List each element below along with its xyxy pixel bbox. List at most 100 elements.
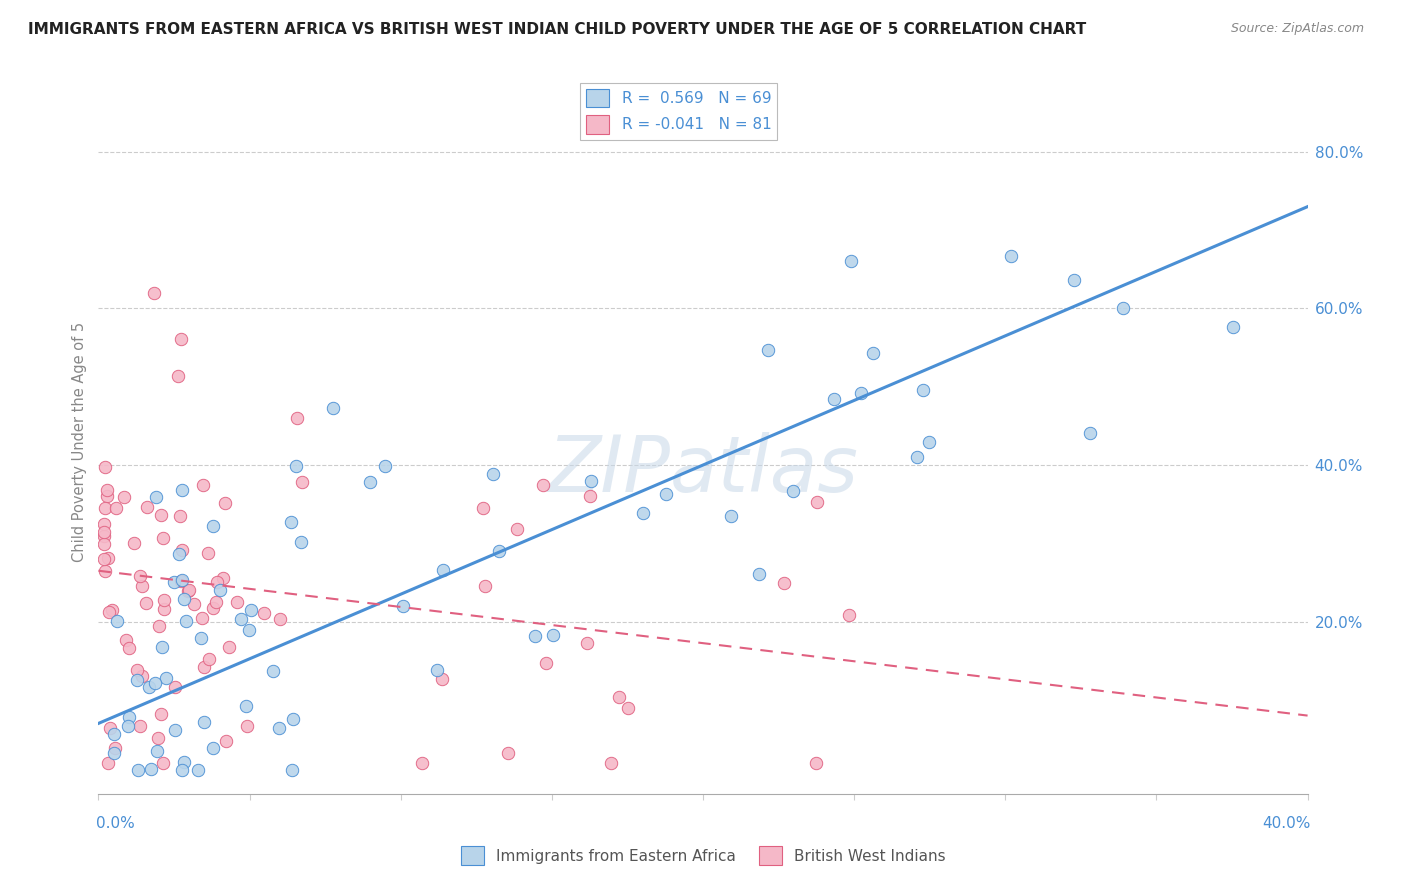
Point xyxy=(127,673,149,687)
Point xyxy=(179,583,201,598)
Point xyxy=(204,595,226,609)
Point xyxy=(322,401,344,415)
Point xyxy=(536,656,558,670)
Point xyxy=(488,544,510,558)
Point xyxy=(135,597,157,611)
Point xyxy=(129,569,152,583)
Point xyxy=(215,734,238,748)
Point xyxy=(1222,320,1244,334)
Point xyxy=(411,756,433,770)
Point xyxy=(773,576,796,591)
Point xyxy=(806,495,828,509)
Point xyxy=(280,515,302,529)
Point xyxy=(103,727,125,741)
Point xyxy=(169,508,191,523)
Point xyxy=(472,501,495,516)
Point xyxy=(170,483,193,497)
Text: ZIPatlas: ZIPatlas xyxy=(547,432,859,508)
Point xyxy=(139,762,162,776)
Point xyxy=(1078,425,1101,440)
Point xyxy=(163,680,186,694)
Point xyxy=(218,640,240,654)
Point xyxy=(267,722,290,736)
Point xyxy=(269,612,291,626)
Point xyxy=(104,741,127,756)
Point xyxy=(145,490,167,504)
Point xyxy=(481,467,503,481)
Point xyxy=(576,635,599,649)
Point xyxy=(506,522,529,536)
Text: 0.0%: 0.0% xyxy=(96,816,135,830)
Point xyxy=(97,551,120,566)
Point xyxy=(167,369,190,384)
Point xyxy=(541,628,564,642)
Point xyxy=(169,547,191,561)
Point xyxy=(152,531,174,545)
Point xyxy=(170,332,193,346)
Point xyxy=(153,593,176,607)
Point xyxy=(94,459,117,474)
Point xyxy=(183,597,205,611)
Point xyxy=(101,603,124,617)
Point xyxy=(193,715,215,730)
Legend: Immigrants from Eastern Africa, British West Indians: Immigrants from Eastern Africa, British … xyxy=(454,840,952,871)
Point xyxy=(474,579,496,593)
Point xyxy=(782,483,804,498)
Point xyxy=(193,478,215,492)
Point xyxy=(1112,301,1135,315)
Point xyxy=(104,500,127,515)
Point xyxy=(202,741,225,756)
Point xyxy=(190,611,212,625)
Point xyxy=(124,536,146,550)
Point xyxy=(720,508,742,523)
Point xyxy=(93,537,115,551)
Point xyxy=(148,618,170,632)
Point xyxy=(654,486,676,500)
Point xyxy=(163,574,186,589)
Point xyxy=(146,743,169,757)
Point xyxy=(235,719,257,733)
Point xyxy=(862,345,884,359)
Point xyxy=(105,615,128,629)
Point xyxy=(197,546,219,560)
Point xyxy=(253,606,276,620)
Point xyxy=(153,601,176,615)
Point xyxy=(117,718,139,732)
Point xyxy=(143,676,166,690)
Point xyxy=(235,699,257,714)
Point xyxy=(93,551,115,566)
Point xyxy=(579,489,602,503)
Point xyxy=(756,343,779,357)
Point xyxy=(208,583,231,598)
Point xyxy=(631,506,654,520)
Point xyxy=(905,450,928,464)
Point xyxy=(202,601,225,615)
Point xyxy=(93,524,115,539)
Point xyxy=(150,508,173,522)
Point xyxy=(918,435,941,450)
Point xyxy=(115,632,138,647)
Point xyxy=(283,712,305,726)
Point xyxy=(142,285,165,300)
Point xyxy=(374,458,396,473)
Point xyxy=(190,632,212,646)
Text: Source: ZipAtlas.com: Source: ZipAtlas.com xyxy=(1230,22,1364,36)
Point xyxy=(170,543,193,558)
Point xyxy=(290,475,312,489)
Point xyxy=(138,680,160,694)
Point xyxy=(112,490,135,504)
Text: 40.0%: 40.0% xyxy=(1263,816,1310,830)
Point xyxy=(198,652,221,666)
Legend: R =  0.569   N = 69, R = -0.041   N = 81: R = 0.569 N = 69, R = -0.041 N = 81 xyxy=(581,83,778,140)
Point xyxy=(127,764,149,778)
Point xyxy=(129,719,152,733)
Point xyxy=(225,595,247,609)
Point xyxy=(430,672,453,686)
Point xyxy=(432,563,454,577)
Point xyxy=(97,605,120,619)
Point xyxy=(839,254,862,268)
Point xyxy=(285,410,308,425)
Point xyxy=(806,756,828,770)
Point xyxy=(97,756,120,770)
Point xyxy=(93,529,115,543)
